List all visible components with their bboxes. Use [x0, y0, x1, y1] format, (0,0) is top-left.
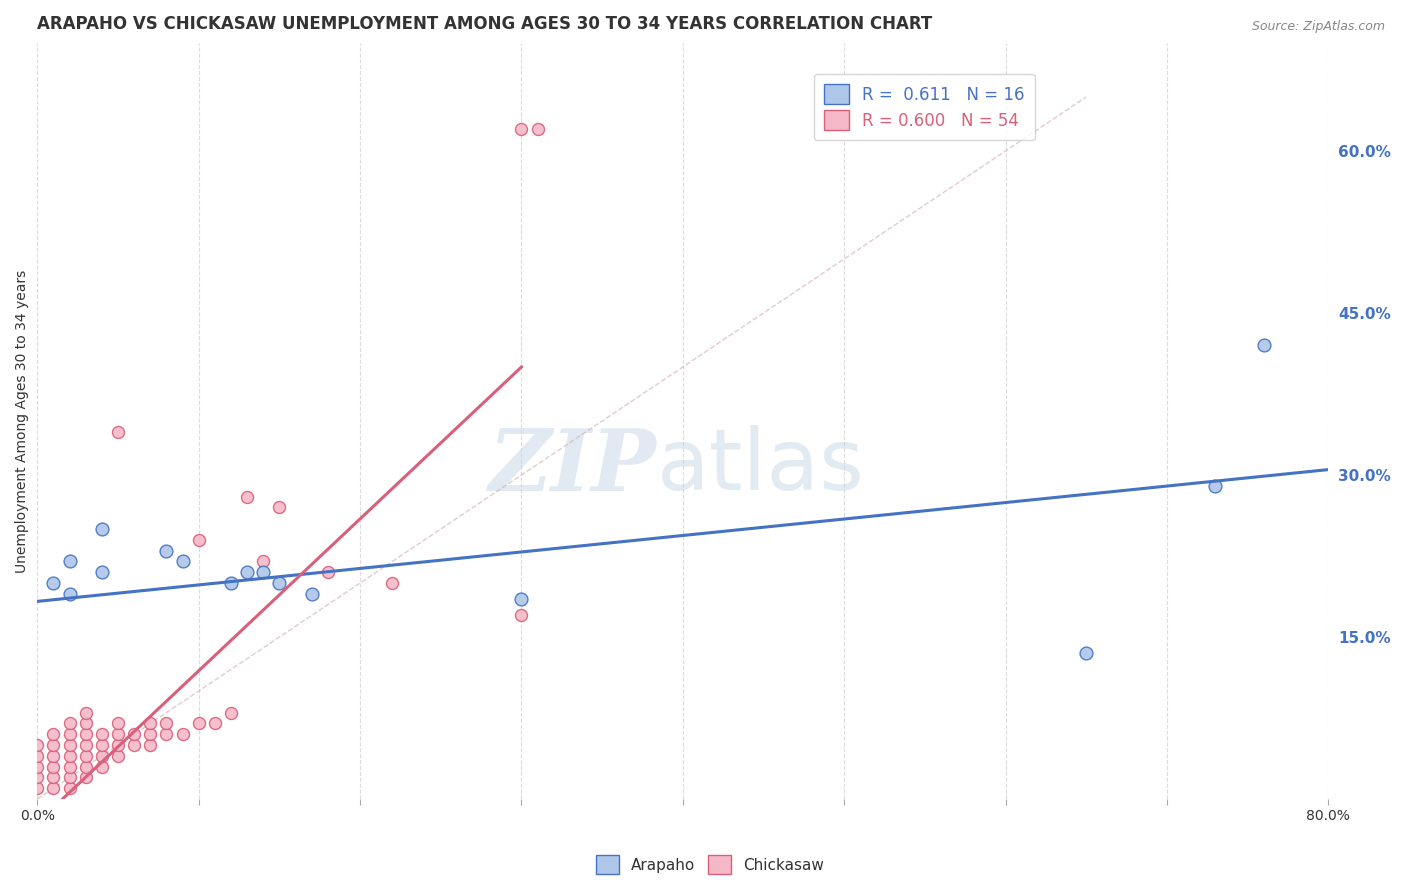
Point — [236, 490, 259, 504]
Point — [510, 608, 533, 623]
Point — [27, 781, 49, 796]
Point — [172, 727, 194, 741]
Point — [42, 748, 65, 763]
Point — [269, 576, 291, 591]
Point — [1204, 479, 1226, 493]
Point — [301, 587, 323, 601]
Point — [139, 716, 162, 731]
Point — [42, 759, 65, 773]
Point — [59, 759, 82, 773]
Point — [526, 122, 548, 136]
Point — [42, 771, 65, 785]
Point — [90, 522, 112, 536]
Point — [59, 748, 82, 763]
Point — [122, 727, 145, 741]
Point — [59, 716, 82, 731]
Point — [187, 716, 209, 731]
Point — [75, 706, 97, 720]
Legend: Arapaho, Chickasaw: Arapaho, Chickasaw — [591, 849, 830, 880]
Point — [172, 554, 194, 568]
Point — [219, 576, 242, 591]
Point — [219, 706, 242, 720]
Point — [75, 759, 97, 773]
Text: ARAPAHO VS CHICKASAW UNEMPLOYMENT AMONG AGES 30 TO 34 YEARS CORRELATION CHART: ARAPAHO VS CHICKASAW UNEMPLOYMENT AMONG … — [38, 15, 932, 33]
Point — [155, 716, 177, 731]
Point — [1253, 338, 1275, 352]
Point — [75, 771, 97, 785]
Point — [90, 727, 112, 741]
Point — [381, 576, 404, 591]
Point — [27, 738, 49, 752]
Point — [90, 759, 112, 773]
Point — [42, 576, 65, 591]
Point — [75, 727, 97, 741]
Point — [139, 738, 162, 752]
Point — [1076, 646, 1098, 660]
Text: atlas: atlas — [657, 425, 865, 508]
Point — [75, 738, 97, 752]
Point — [107, 716, 129, 731]
Point — [59, 587, 82, 601]
Point — [316, 565, 339, 579]
Point — [59, 554, 82, 568]
Point — [42, 781, 65, 796]
Point — [122, 738, 145, 752]
Point — [42, 738, 65, 752]
Text: Source: ZipAtlas.com: Source: ZipAtlas.com — [1251, 20, 1385, 33]
Point — [155, 543, 177, 558]
Point — [27, 748, 49, 763]
Point — [252, 554, 274, 568]
Point — [107, 748, 129, 763]
Point — [27, 759, 49, 773]
Point — [155, 727, 177, 741]
Point — [252, 565, 274, 579]
Legend: R =  0.611   N = 16, R = 0.600   N = 54: R = 0.611 N = 16, R = 0.600 N = 54 — [814, 74, 1035, 140]
Point — [59, 771, 82, 785]
Point — [204, 716, 226, 731]
Point — [90, 738, 112, 752]
Point — [510, 592, 533, 607]
Point — [42, 727, 65, 741]
Text: ZIP: ZIP — [489, 425, 657, 508]
Point — [75, 748, 97, 763]
Point — [59, 738, 82, 752]
Point — [90, 748, 112, 763]
Point — [187, 533, 209, 547]
Point — [139, 727, 162, 741]
Point — [107, 738, 129, 752]
Point — [107, 425, 129, 439]
Point — [269, 500, 291, 515]
Point — [27, 771, 49, 785]
Y-axis label: Unemployment Among Ages 30 to 34 years: Unemployment Among Ages 30 to 34 years — [15, 269, 30, 573]
Point — [59, 727, 82, 741]
Point — [75, 716, 97, 731]
Point — [510, 122, 533, 136]
Point — [107, 727, 129, 741]
Point — [90, 565, 112, 579]
Point — [236, 565, 259, 579]
Point — [59, 781, 82, 796]
